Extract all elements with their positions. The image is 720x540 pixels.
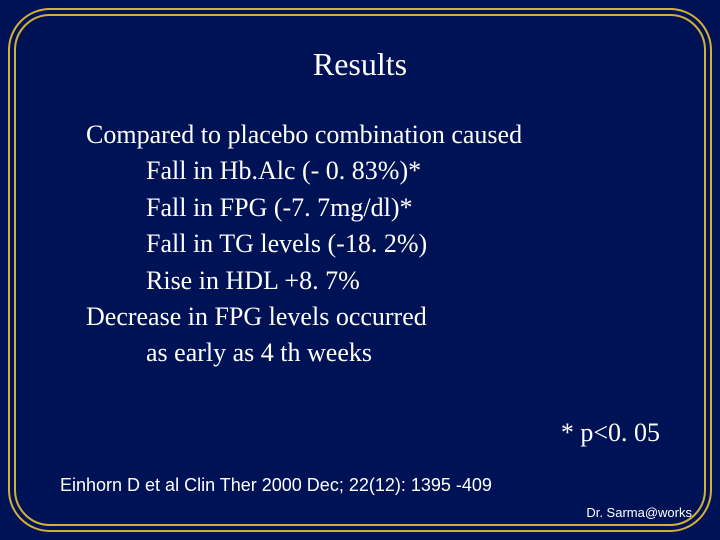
secondary-lead: Decrease in FPG levels occurred (86, 299, 720, 335)
bullet-3: Fall in TG levels (-18. 2%) (86, 226, 720, 262)
bullet-4: Rise in HDL +8. 7% (86, 263, 720, 299)
bullet-2: Fall in FPG (-7. 7mg/dl)* (86, 190, 720, 226)
citation: Einhorn D et al Clin Ther 2000 Dec; 22(1… (60, 475, 492, 496)
slide-title: Results (0, 46, 720, 83)
slide-body: Compared to placebo combination caused F… (0, 117, 720, 372)
bullet-1: Fall in Hb.Alc (- 0. 83%)* (86, 153, 720, 189)
lead-line: Compared to placebo combination caused (86, 117, 720, 153)
p-value-note: * p<0. 05 (561, 418, 660, 448)
secondary-sub: as early as 4 th weeks (86, 335, 720, 371)
attribution: Dr. Sarma@works (586, 505, 692, 520)
slide-content: Results Compared to placebo combination … (0, 0, 720, 540)
